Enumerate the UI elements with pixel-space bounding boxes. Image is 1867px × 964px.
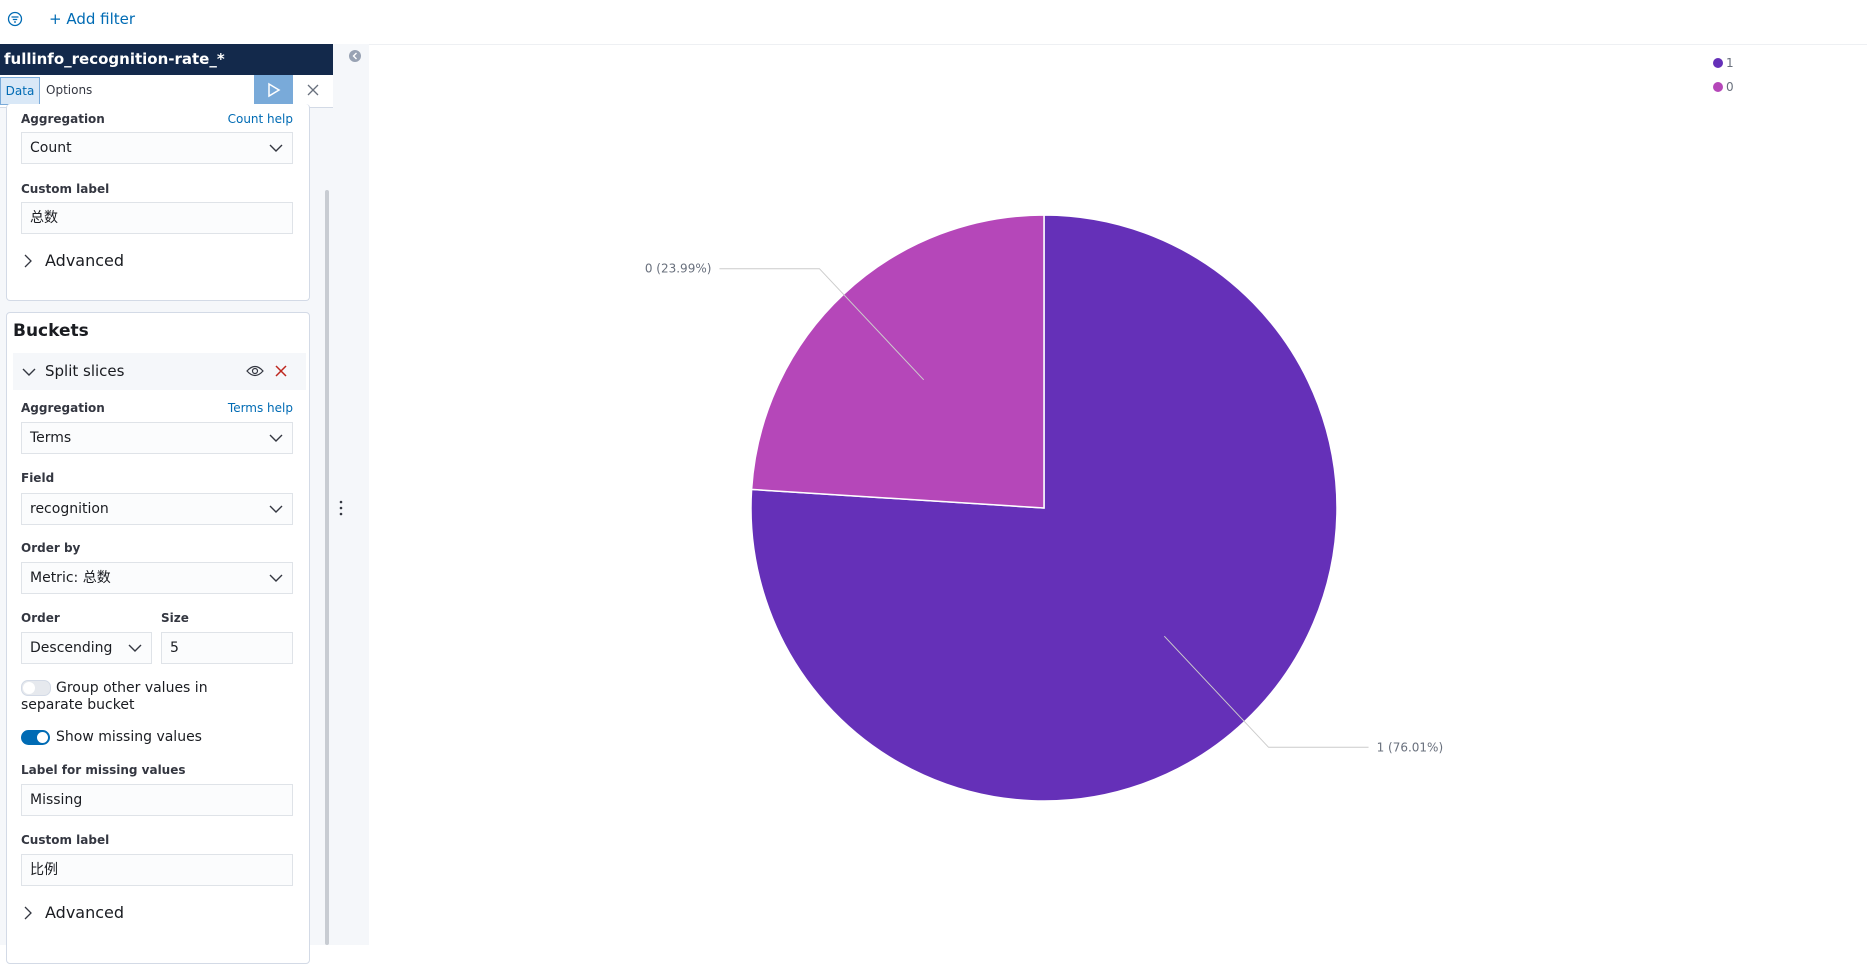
help-link[interactable]: Count help [227, 112, 293, 126]
select[interactable]: Count [21, 132, 293, 164]
toggle-on[interactable] [21, 730, 50, 745]
slice-label: 0 (23.99%) [645, 262, 712, 276]
section-title: Buckets [13, 321, 89, 341]
select-value: Descending [30, 640, 113, 656]
text-input[interactable]: Missing [21, 784, 293, 816]
resize-gutter [333, 44, 369, 945]
select-value: recognition [30, 501, 109, 517]
select[interactable]: Terms [21, 422, 293, 454]
field-label: Order [21, 611, 60, 625]
tab[interactable]: Data [0, 77, 40, 105]
field-label: Custom label [21, 182, 110, 196]
pie-chart: 1 (76.01%) 0 (23.99%) 1 0 [645, 56, 1734, 802]
sidebar: fullinfo_recognition-rate_* Data Options… [0, 44, 333, 964]
field-label: Order by [21, 541, 81, 555]
field-label: Size [161, 611, 189, 625]
tab[interactable]: Options [46, 83, 93, 97]
field-label: Label for missing values [21, 763, 186, 777]
tabs: Data Options [0, 75, 333, 108]
select-value: Metric: 总数 [30, 570, 111, 586]
resize-handle[interactable] [339, 500, 343, 516]
expand-icon[interactable] [23, 254, 33, 268]
legend-label: 0 [1726, 80, 1734, 94]
legend-swatch [1713, 82, 1723, 92]
select[interactable]: recognition [21, 493, 293, 525]
leader-line [1163, 635, 1369, 748]
toggle-visibility[interactable] [246, 364, 264, 378]
apply-button[interactable] [254, 75, 293, 105]
field-label: Field [21, 471, 55, 485]
input-value: 比例 [30, 862, 58, 878]
expand-icon[interactable] [23, 906, 33, 920]
select-value: Count [30, 140, 72, 156]
filter-bar: + Add filter [0, 0, 1867, 45]
toggle-label: Group other values in separate bucket [21, 680, 208, 713]
add-filter[interactable]: + Add filter [49, 10, 136, 28]
leader-line [719, 268, 925, 381]
index-header: fullinfo_recognition-rate_* [0, 44, 333, 75]
toggle-off[interactable] [21, 680, 51, 696]
text-input[interactable]: 总数 [21, 202, 293, 234]
advanced-toggle[interactable]: Advanced [45, 251, 125, 270]
field-label: Custom label [21, 833, 110, 847]
remove-button[interactable] [275, 365, 287, 377]
number-input[interactable]: 5 [161, 632, 293, 664]
scrollbar[interactable] [325, 190, 329, 945]
select-value: Terms [30, 430, 72, 446]
slice-label: 1 (76.01%) [1377, 740, 1444, 754]
toggle-label: Show missing values [56, 729, 202, 745]
select[interactable]: Metric: 总数 [21, 562, 293, 594]
input-value: Missing [30, 792, 83, 808]
pie-slice [750, 214, 1045, 509]
field-label: Aggregation [21, 401, 105, 415]
input-value: 5 [170, 640, 179, 656]
index-pattern: fullinfo_recognition-rate_* [4, 50, 225, 68]
legend-swatch [1713, 58, 1723, 68]
field-label: Aggregation [21, 112, 105, 126]
select[interactable]: Descending [21, 632, 152, 664]
collapse-button[interactable] [348, 49, 362, 63]
legend-label: 1 [1726, 56, 1734, 70]
split-row: Split slices [13, 353, 306, 390]
text-input[interactable]: 比例 [21, 854, 293, 886]
help-link[interactable]: Terms help [227, 401, 293, 415]
filter-icon[interactable] [7, 11, 23, 27]
split-title[interactable]: Split slices [45, 362, 125, 380]
advanced-toggle[interactable]: Advanced [45, 903, 125, 922]
close-button[interactable] [307, 84, 319, 96]
input-value: 总数 [30, 210, 58, 226]
